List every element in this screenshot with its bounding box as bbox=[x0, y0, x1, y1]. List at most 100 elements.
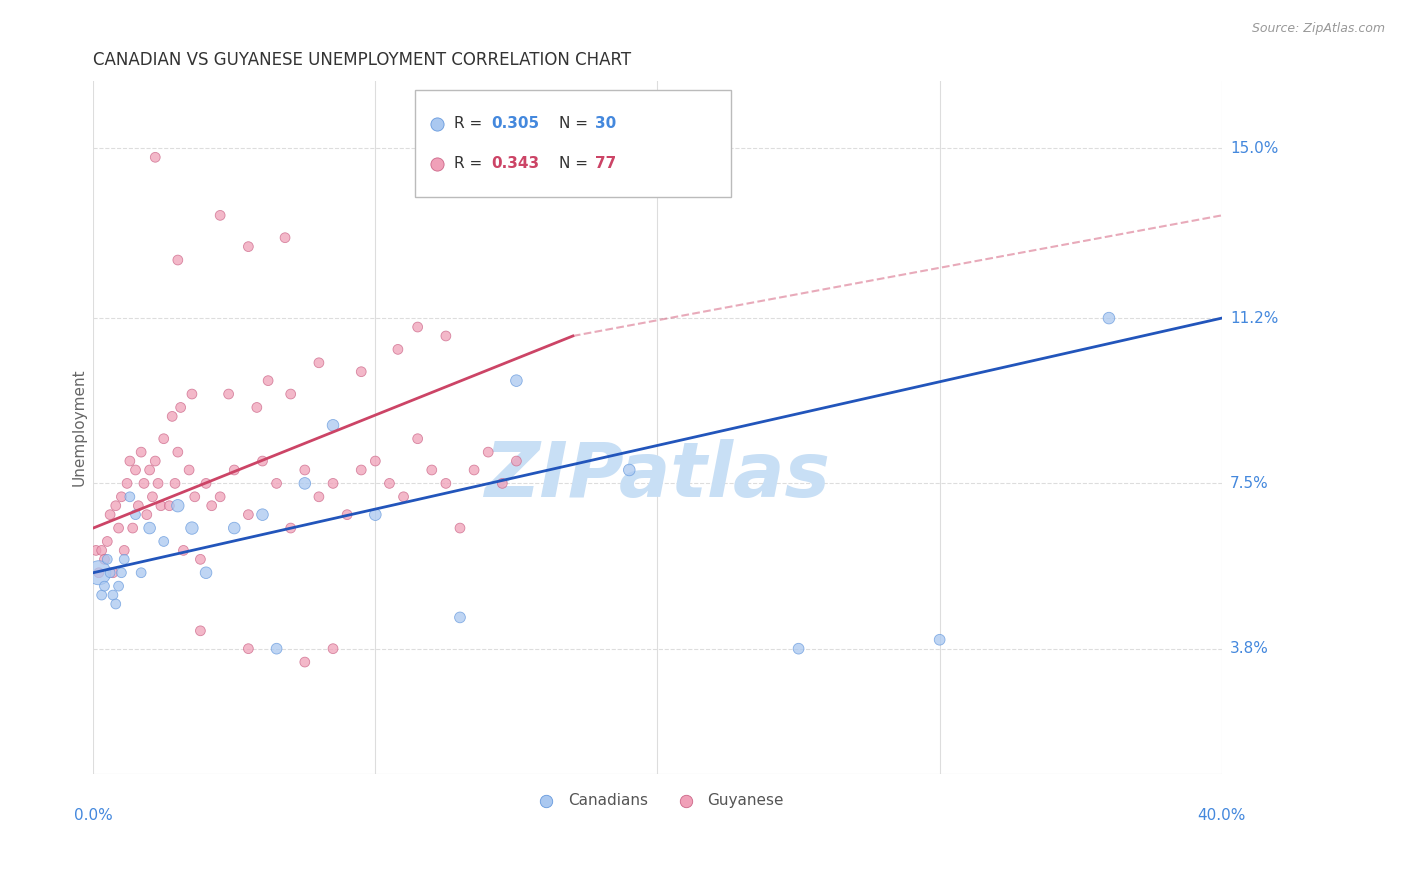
Point bbox=[252, 454, 274, 468]
Text: 11.2%: 11.2% bbox=[1230, 310, 1278, 326]
Text: 77: 77 bbox=[595, 156, 617, 171]
Point bbox=[195, 476, 218, 491]
Point bbox=[124, 463, 146, 477]
Point bbox=[163, 476, 186, 491]
Point bbox=[166, 253, 188, 268]
Text: R =: R = bbox=[454, 156, 488, 171]
Text: 0.343: 0.343 bbox=[491, 156, 538, 171]
Point bbox=[127, 499, 149, 513]
Point bbox=[93, 552, 115, 566]
Point bbox=[96, 552, 118, 566]
Point bbox=[434, 329, 457, 343]
Point bbox=[364, 454, 387, 468]
Point bbox=[184, 490, 207, 504]
Point bbox=[201, 499, 224, 513]
Point bbox=[181, 387, 204, 401]
Point bbox=[195, 566, 218, 580]
Point bbox=[93, 579, 115, 593]
Point bbox=[209, 208, 232, 222]
Point bbox=[252, 508, 274, 522]
Point bbox=[149, 499, 172, 513]
Point bbox=[350, 463, 373, 477]
Text: 15.0%: 15.0% bbox=[1230, 141, 1278, 156]
Point bbox=[322, 641, 344, 656]
Point bbox=[112, 552, 135, 566]
Point bbox=[107, 579, 129, 593]
Point bbox=[107, 521, 129, 535]
Point bbox=[280, 387, 302, 401]
Point bbox=[266, 476, 288, 491]
Point bbox=[308, 356, 330, 370]
Point bbox=[322, 476, 344, 491]
Point bbox=[181, 521, 204, 535]
Point bbox=[129, 566, 152, 580]
Point bbox=[1098, 311, 1121, 326]
Point bbox=[434, 476, 457, 491]
Point bbox=[143, 454, 166, 468]
Point bbox=[477, 445, 499, 459]
Point bbox=[138, 463, 160, 477]
Point bbox=[87, 566, 110, 580]
Point bbox=[169, 401, 191, 415]
Point bbox=[257, 374, 280, 388]
Point bbox=[101, 588, 124, 602]
Text: CANADIAN VS GUYANESE UNEMPLOYMENT CORRELATION CHART: CANADIAN VS GUYANESE UNEMPLOYMENT CORREL… bbox=[93, 51, 631, 69]
Point bbox=[322, 418, 344, 433]
Point bbox=[426, 117, 449, 131]
Point bbox=[157, 499, 180, 513]
Point bbox=[190, 552, 212, 566]
Point bbox=[406, 320, 429, 334]
Point bbox=[87, 566, 110, 580]
Text: 40.0%: 40.0% bbox=[1198, 808, 1246, 823]
Point bbox=[135, 508, 157, 522]
Text: ZIPatlas: ZIPatlas bbox=[485, 439, 831, 513]
Point bbox=[294, 655, 316, 669]
Point bbox=[146, 476, 169, 491]
Point bbox=[928, 632, 950, 647]
Point bbox=[104, 499, 127, 513]
Point bbox=[463, 463, 485, 477]
Text: 0.305: 0.305 bbox=[491, 116, 538, 131]
Point bbox=[115, 476, 138, 491]
Point bbox=[129, 445, 152, 459]
Point bbox=[350, 365, 373, 379]
Text: N =: N = bbox=[558, 156, 592, 171]
Point bbox=[143, 150, 166, 164]
Point bbox=[787, 641, 810, 656]
Text: N =: N = bbox=[558, 116, 592, 131]
Point bbox=[308, 490, 330, 504]
Point bbox=[121, 521, 143, 535]
Point bbox=[152, 432, 174, 446]
Point bbox=[238, 239, 260, 253]
Point bbox=[118, 490, 141, 504]
Point bbox=[179, 463, 201, 477]
Text: Source: ZipAtlas.com: Source: ZipAtlas.com bbox=[1251, 22, 1385, 36]
Point bbox=[294, 476, 316, 491]
Point bbox=[336, 508, 359, 522]
Y-axis label: Unemployment: Unemployment bbox=[72, 368, 86, 486]
Point bbox=[280, 521, 302, 535]
Point bbox=[364, 508, 387, 522]
Point bbox=[378, 476, 401, 491]
Point bbox=[426, 157, 449, 171]
Point bbox=[104, 597, 127, 611]
Point bbox=[387, 343, 409, 357]
Point bbox=[172, 543, 194, 558]
Point bbox=[166, 499, 188, 513]
Point bbox=[98, 566, 121, 580]
Text: R =: R = bbox=[454, 116, 488, 131]
Point bbox=[110, 490, 132, 504]
Text: 30: 30 bbox=[595, 116, 617, 131]
Point bbox=[101, 566, 124, 580]
Point bbox=[98, 508, 121, 522]
Point bbox=[266, 641, 288, 656]
Point bbox=[238, 508, 260, 522]
Point bbox=[294, 463, 316, 477]
FancyBboxPatch shape bbox=[415, 90, 731, 197]
Point bbox=[160, 409, 183, 424]
Point bbox=[90, 543, 112, 558]
Point bbox=[420, 463, 443, 477]
Point bbox=[238, 641, 260, 656]
Point bbox=[112, 543, 135, 558]
Text: 0.0%: 0.0% bbox=[73, 808, 112, 823]
